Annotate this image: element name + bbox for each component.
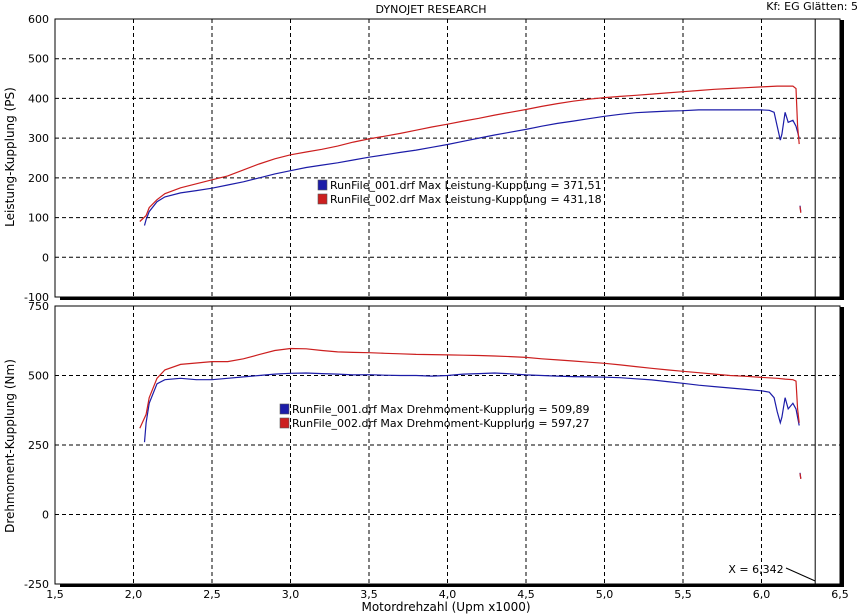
x-tick-label: 4,0 [439, 588, 457, 601]
x-tick-label: 3,5 [360, 588, 378, 601]
power-y-tick-label: 300 [28, 132, 49, 145]
torque-series-2-line [139, 347, 800, 429]
torque-series-1-line [143, 372, 800, 443]
cursor-readout-leader [785, 567, 816, 582]
power-legend-swatch-2 [317, 193, 328, 205]
x-tick-label: 6,5 [831, 588, 849, 601]
power-legend-entry-2: RunFile_002.drf Max Leistung-Kupplung = … [330, 193, 602, 206]
power-y-tick-label: 600 [28, 13, 49, 26]
torque-y-tick-label: 0 [42, 509, 49, 522]
torque-y-tick-label: -250 [24, 578, 49, 591]
power-series-1-line [143, 109, 800, 226]
x-tick-label: 5,0 [596, 588, 614, 601]
power-series-2-tail [799, 206, 802, 213]
torque-y-axis-label: Drehmoment-Kupplung (Nm) [3, 359, 17, 533]
power-y-tick-label: 200 [28, 172, 49, 185]
x-tick-label: 2,0 [125, 588, 143, 601]
torque-y-tick-label: 750 [28, 300, 49, 313]
power-y-tick-label: 400 [28, 92, 49, 105]
x-tick-label: 6,0 [753, 588, 771, 601]
chart-header-settings: Kf: EG Glätten: 5 [766, 0, 858, 13]
chart-header-title: DYNOJET RESEARCH [376, 3, 487, 16]
cursor-readout: X = 6,342 [728, 563, 783, 576]
power-panel: 600 500 400 300 200 100 0 -100 RunFile_001.drf M… [24, 13, 844, 304]
torque-y-tick-label: 500 [28, 370, 49, 383]
power-plot-area [54, 18, 841, 298]
torque-y-tick-label: 250 [28, 439, 49, 452]
power-legend-entry-1: RunFile_001.drf Max Leistung-Kupplung = … [330, 179, 602, 192]
x-tick-label: 4,5 [517, 588, 535, 601]
x-axis-label: Motordrehzahl (Upm x1000) [361, 600, 530, 614]
torque-legend-swatch-2 [279, 417, 290, 429]
torque-panel: 750 500 250 0 -250 RunFile_001.drf Max Drehmo… [24, 300, 844, 591]
power-legend-swatch-1 [317, 179, 328, 191]
power-y-tick-label: 500 [28, 53, 49, 66]
torque-legend-entry-1: RunFile_001.drf Max Drehmoment-Kupplung … [292, 403, 590, 416]
x-tick-label: 3,0 [282, 588, 300, 601]
power-y-tick-label: -100 [24, 291, 49, 304]
x-tick-label: 1,5 [46, 588, 64, 601]
power-y-axis-label: Leistung-Kupplung (PS) [3, 87, 17, 227]
x-tick-label: 5,5 [674, 588, 692, 601]
torque-series-2-tail [799, 473, 802, 479]
power-y-tick-label: 0 [42, 251, 49, 264]
power-series-2-line [139, 85, 800, 222]
torque-legend-swatch-1 [279, 403, 290, 415]
power-y-tick-label: 100 [28, 212, 49, 225]
torque-legend-entry-2: RunFile_002.drf Max Drehmoment-Kupplung … [292, 417, 590, 430]
x-tick-label: 2,5 [203, 588, 221, 601]
